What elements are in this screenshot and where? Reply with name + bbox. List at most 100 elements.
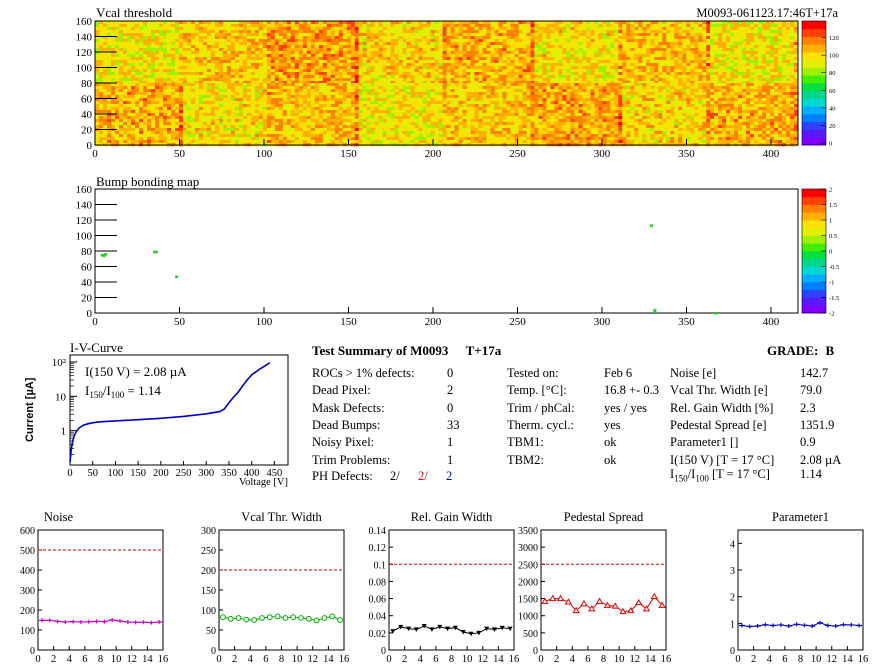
vcal-cell xyxy=(714,63,719,67)
vcal-cell xyxy=(474,81,479,85)
vcal-cell xyxy=(670,81,675,85)
vcal-cell xyxy=(274,42,280,46)
vcal-cell xyxy=(534,30,539,34)
vcal-cell xyxy=(186,98,192,102)
vcal-cell xyxy=(610,81,615,85)
vcal-cell xyxy=(314,116,320,120)
vcal-cell xyxy=(622,57,627,61)
vcal-cell xyxy=(638,36,643,40)
vcal-cell xyxy=(238,89,244,93)
vcal-cell xyxy=(190,137,196,141)
vcal-cell xyxy=(103,63,108,67)
vcal-cell xyxy=(159,48,164,52)
vcal-cell xyxy=(406,24,411,28)
vcal-cell xyxy=(306,81,312,85)
vcal-cell xyxy=(346,21,352,25)
vcal-cell xyxy=(127,113,132,117)
vcal-cell xyxy=(310,113,316,117)
vcal-cell xyxy=(167,57,172,61)
vcal-cell xyxy=(95,42,100,46)
vcal-cell xyxy=(147,66,152,70)
vcal-cell xyxy=(454,81,459,85)
vcal-cell xyxy=(171,57,176,61)
vcal-cell xyxy=(670,57,675,61)
vcal-cell xyxy=(694,72,699,76)
vcal-cell xyxy=(566,36,571,40)
vcal-cell xyxy=(190,122,196,126)
vcal-cell xyxy=(662,21,667,25)
vcal-cell xyxy=(578,33,583,37)
vcal-cell xyxy=(242,51,248,55)
vcal-cell xyxy=(678,21,683,25)
vcal-cell xyxy=(350,98,356,102)
vcal-cell xyxy=(350,101,356,105)
vcal-cell xyxy=(147,30,152,34)
vcal-cell xyxy=(167,21,172,25)
vcal-cell xyxy=(298,122,304,126)
vcal-cell xyxy=(542,36,547,40)
vcal-cell xyxy=(766,24,771,28)
vcal-cell xyxy=(574,24,579,28)
vcal-cell xyxy=(494,81,499,85)
vcal-cell xyxy=(338,101,344,105)
vcal-cell xyxy=(606,30,611,34)
vcal-cell xyxy=(514,54,519,58)
vcal-cell xyxy=(298,24,304,28)
vcal-cell xyxy=(266,98,272,102)
vcal-cell xyxy=(622,78,627,82)
vcal-cell xyxy=(730,57,735,61)
vcal-cell xyxy=(107,69,112,73)
vcal-cell xyxy=(294,110,300,114)
vcal-cell xyxy=(262,36,268,40)
vcal-cell xyxy=(498,72,503,76)
vcal-cell xyxy=(206,137,212,141)
vcal-cell xyxy=(95,122,100,126)
vcal-cell xyxy=(242,83,248,87)
vcal-cell xyxy=(115,33,120,37)
vcal-cell xyxy=(498,51,503,55)
vcal-cell xyxy=(322,57,328,61)
vcal-cell xyxy=(422,81,427,85)
vcal-cell xyxy=(278,110,284,114)
vcal-cell xyxy=(206,92,212,96)
vcal-cell xyxy=(346,113,352,117)
vcal-cell xyxy=(274,81,280,85)
vcal-cell xyxy=(143,72,148,76)
vcal-cell xyxy=(502,57,507,61)
vcal-cell xyxy=(674,27,679,31)
vcal-cell xyxy=(450,54,455,58)
vcal-cell xyxy=(790,36,795,40)
vcal-cell xyxy=(570,39,575,43)
vcal-cell xyxy=(218,134,224,138)
vcal-cell xyxy=(774,42,779,46)
vcal-cell xyxy=(234,60,240,64)
vcal-cell xyxy=(238,72,244,76)
vcal-cell xyxy=(386,69,391,73)
vcal-cell xyxy=(330,33,336,37)
vcal-cell xyxy=(127,69,132,73)
vcal-cell xyxy=(474,66,479,70)
vcal-cell xyxy=(99,137,104,141)
vcal-cell xyxy=(682,75,687,79)
vcal-cell xyxy=(730,45,735,49)
vcal-cell xyxy=(298,119,304,123)
vcal-cell xyxy=(474,36,479,40)
vcal-cell xyxy=(282,86,288,90)
vcal-cell xyxy=(778,30,783,34)
vcal-cell xyxy=(430,36,435,40)
vcal-cell xyxy=(294,48,300,52)
vcal-cell xyxy=(167,98,172,102)
vcal-cell xyxy=(238,110,244,114)
vcal-cell xyxy=(534,66,539,70)
vcal-cell xyxy=(346,81,352,85)
vcal-cell xyxy=(598,63,603,67)
vcal-cell xyxy=(362,54,367,58)
vcal-cell xyxy=(346,30,352,34)
vcal-cell xyxy=(530,48,535,52)
vcal-cell xyxy=(190,33,196,37)
vcal-cell xyxy=(498,54,503,58)
vcal-cell xyxy=(758,63,763,67)
vcal-cell xyxy=(502,54,507,58)
vcal-cell xyxy=(466,27,471,31)
vcal-cell xyxy=(246,137,252,141)
